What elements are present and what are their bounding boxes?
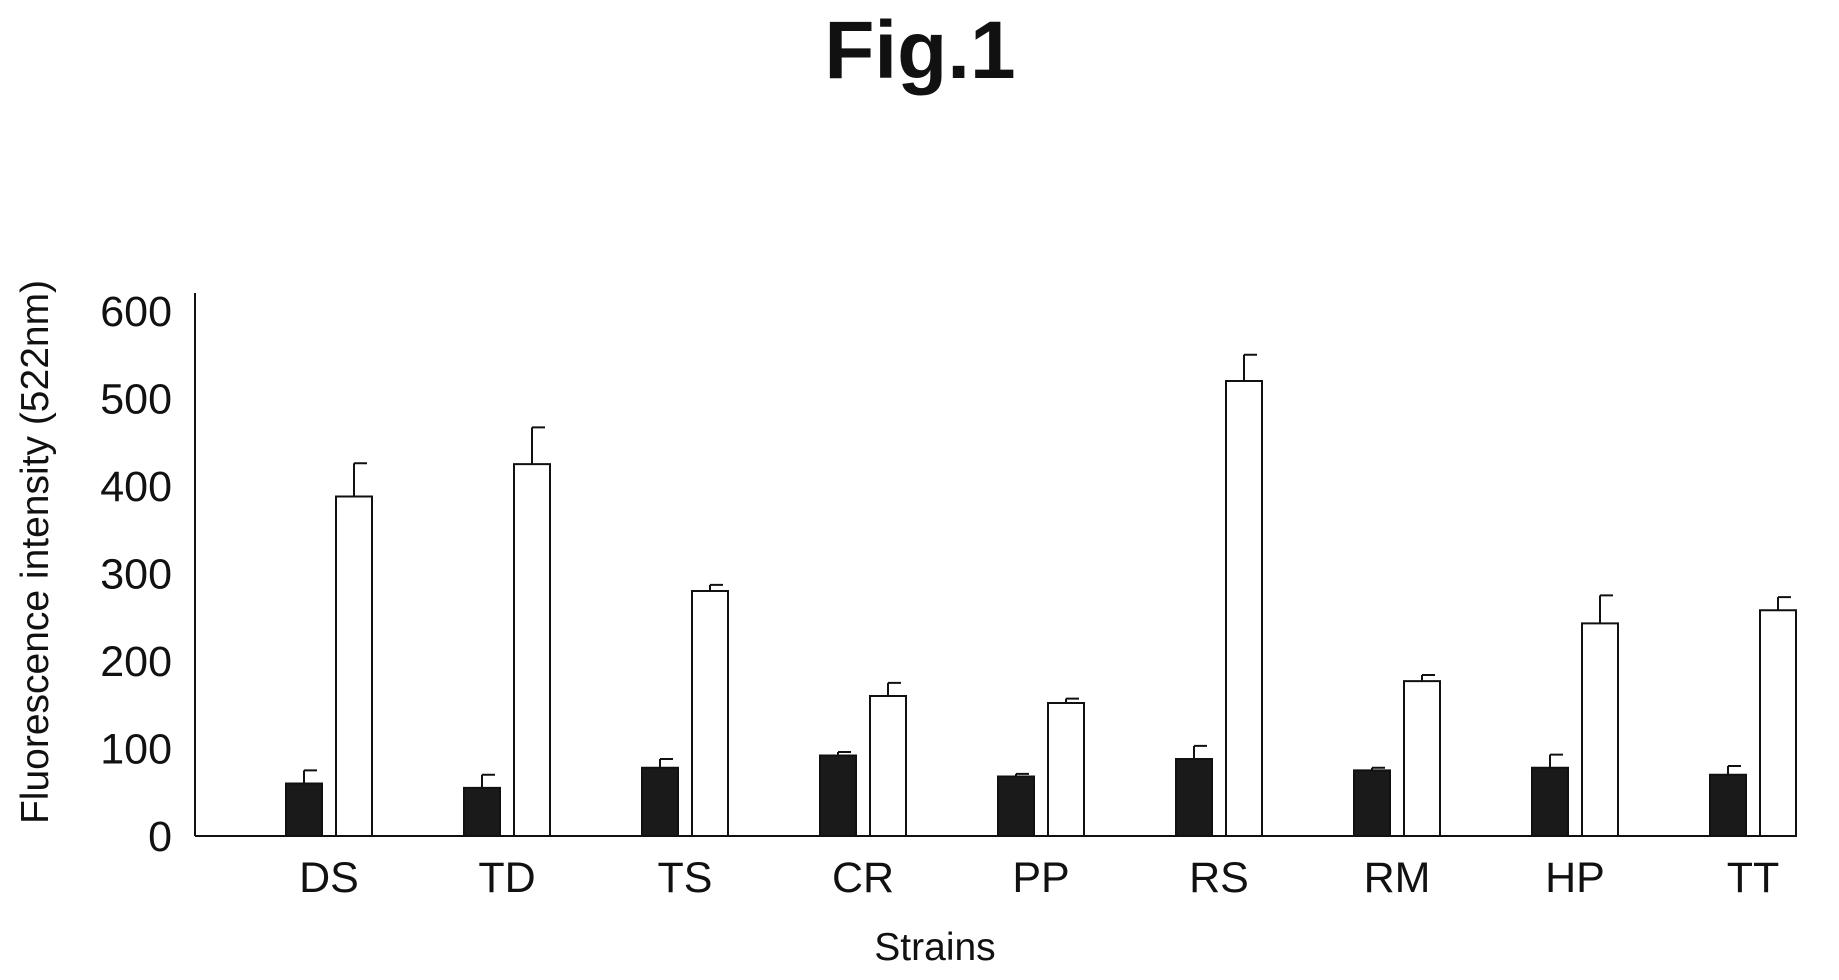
bar-series-2: [1225, 380, 1263, 837]
category-label: TD: [478, 854, 535, 902]
y-tick-label: 200: [100, 638, 172, 686]
category-label: HP: [1545, 854, 1605, 902]
bar-series-2: [1047, 702, 1085, 837]
bar-series-2: [869, 695, 907, 837]
y-tick-label: 100: [100, 726, 172, 774]
bar-series-2: [1759, 609, 1797, 837]
bars: [285, 380, 1797, 837]
bar-series-2: [1403, 680, 1441, 837]
error-bars: [303, 353, 1791, 788]
y-tick-label: 300: [100, 551, 172, 599]
bar-series-1: [641, 766, 679, 837]
bar-series-1: [997, 775, 1035, 837]
bar-series-1: [285, 782, 323, 837]
bar-series-2: [513, 463, 551, 837]
category-label: RS: [1189, 854, 1249, 902]
bar-series-2: [691, 590, 729, 837]
bar-series-1: [1709, 773, 1747, 837]
y-tick-labels: 0 100 200 300 400 500 600: [100, 288, 172, 861]
category-label: RM: [1364, 854, 1431, 902]
y-tick-label: 500: [100, 376, 172, 424]
bar-series-2: [1581, 622, 1619, 837]
bar-series-1: [819, 754, 857, 837]
category-label: TS: [658, 854, 713, 902]
y-tick-label: 600: [100, 288, 172, 336]
x-axis-title: Strains: [874, 926, 995, 969]
bar-series-1: [1531, 766, 1569, 837]
bar-series-1: [1175, 758, 1213, 837]
category-labels: DS TD TS CR PP RS RM HP TT: [299, 854, 1779, 902]
figure-label: Fig.1: [824, 5, 1015, 96]
y-tick-label: 0: [148, 813, 172, 861]
category-label: DS: [299, 854, 359, 902]
y-tick-label: 400: [100, 463, 172, 511]
bar-series-2: [335, 495, 373, 837]
category-label: TT: [1727, 854, 1780, 902]
bar-series-1: [463, 786, 501, 837]
y-axis-title: Fluorescence intensity (522nm): [14, 280, 57, 824]
bar-series-1: [1353, 769, 1391, 837]
category-label: PP: [1012, 854, 1069, 902]
category-label: CR: [832, 854, 894, 902]
chart: 0 100 200 300 400 500 600 DS TD TS CR PP RS RM HP TT S…: [14, 280, 1797, 969]
